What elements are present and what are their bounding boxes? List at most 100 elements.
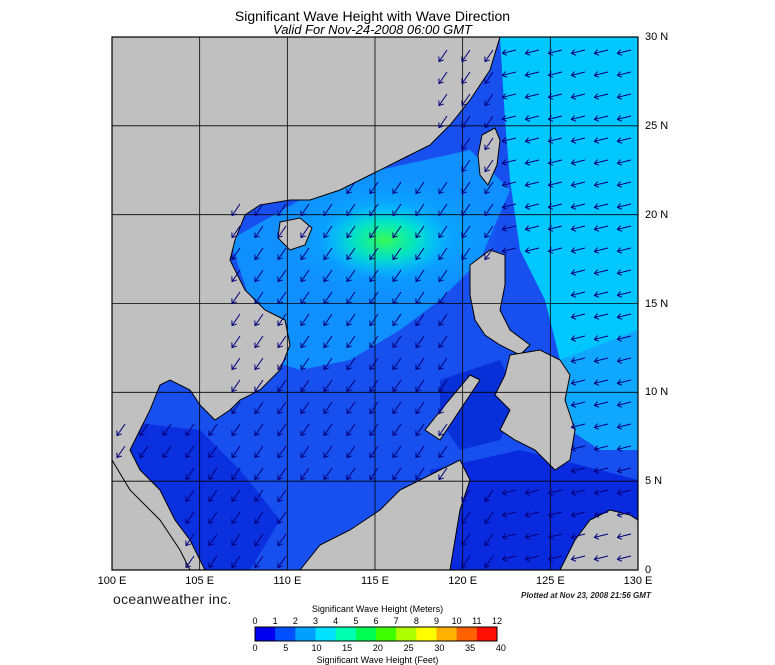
wave-direction-arrowhead	[484, 144, 490, 151]
wave-direction-arrow	[369, 357, 379, 370]
wave-direction-arrow	[594, 115, 609, 120]
wave-direction-arrow	[461, 159, 471, 172]
wave-direction-arrowhead	[277, 320, 283, 327]
wave-direction-arrowhead	[524, 203, 531, 210]
wave-direction-arrow	[369, 423, 379, 436]
wave-direction-arrow	[617, 423, 632, 428]
wave-direction-arrowhead	[415, 210, 421, 217]
wave-direction-arrowhead	[254, 320, 260, 327]
wave-direction-arrow	[277, 247, 287, 260]
wave-direction-arrowhead	[593, 489, 600, 496]
wave-direction-arrowhead	[438, 430, 444, 437]
wave-direction-arrow	[617, 247, 632, 252]
wave-direction-arrow	[525, 93, 540, 98]
wave-direction-arrowhead	[570, 489, 577, 496]
colorbar-swatch	[376, 627, 397, 641]
wave-direction-arrowhead	[438, 78, 444, 85]
wave-direction-arrow	[369, 269, 379, 282]
plotted-timestamp: Plotted at Nov 23, 2008 21:56 GMT	[521, 591, 651, 600]
wave-direction-arrow	[525, 159, 540, 164]
wave-direction-arrowhead	[547, 203, 554, 210]
wave-direction-arrowhead	[501, 181, 508, 188]
wave-direction-arrowhead	[501, 533, 508, 540]
wave-direction-arrow	[254, 335, 264, 348]
wave-direction-arrowhead	[392, 342, 398, 349]
wave-direction-arrowhead	[185, 474, 191, 481]
wave-direction-arrowhead	[461, 144, 467, 151]
wave-direction-arrow	[617, 203, 632, 208]
wave-direction-arrowhead	[300, 342, 306, 349]
wave-direction-arrow	[139, 445, 149, 458]
wave-direction-arrow	[323, 247, 333, 260]
wave-direction-arrow	[277, 555, 287, 568]
wave-direction-arrowhead	[616, 335, 623, 342]
colorbar-tick-meters: 5	[353, 616, 359, 626]
wave-direction-arrowhead	[415, 254, 421, 261]
wave-direction-arrowhead	[570, 71, 577, 78]
longitude-label: 120 E	[448, 575, 478, 587]
wave-direction-arrow	[484, 115, 494, 128]
wave-direction-arrow	[548, 555, 563, 560]
latitude-label: 30 N	[645, 31, 669, 43]
wave-direction-arrow	[277, 225, 287, 238]
wave-direction-arrow	[571, 225, 586, 230]
map-title: Significant Wave Height with Wave Direct…	[234, 8, 511, 24]
wave-direction-arrow	[571, 467, 586, 472]
wave-direction-arrow	[594, 49, 609, 54]
wave-direction-arrow	[208, 423, 218, 436]
wave-direction-arrowhead	[392, 452, 398, 459]
wave-direction-arrowhead	[593, 93, 600, 100]
wave-direction-arrowhead	[323, 474, 329, 481]
wave-direction-arrow	[594, 379, 609, 384]
wave-direction-arrow	[415, 247, 425, 260]
wave-direction-arrowhead	[438, 474, 444, 481]
wave-direction-arrow	[525, 115, 540, 120]
wave-direction-arrow	[277, 313, 287, 326]
wave-direction-arrowhead	[277, 408, 283, 415]
wave-direction-arrow	[617, 511, 632, 516]
wave-direction-arrow	[415, 445, 425, 458]
wave-direction-arrowhead	[392, 210, 398, 217]
wave-direction-arrow	[392, 357, 402, 370]
wave-direction-arrowhead	[300, 232, 306, 239]
wave-direction-arrowhead	[547, 247, 554, 254]
wave-direction-arrow	[438, 115, 448, 128]
wave-direction-arrowhead	[501, 159, 508, 166]
wave-direction-arrowhead	[369, 474, 375, 481]
wave-direction-arrow	[594, 269, 609, 274]
wave-direction-arrowhead	[616, 379, 623, 386]
wave-direction-arrow	[594, 357, 609, 362]
wave-direction-arrowhead	[438, 298, 444, 305]
wave-direction-arrow	[323, 225, 333, 238]
wave-direction-arrowhead	[593, 357, 600, 364]
wave-direction-arrow	[208, 533, 218, 546]
wave-direction-arrowhead	[369, 430, 375, 437]
wave-direction-arrow	[502, 93, 517, 98]
wave-direction-arrowhead	[300, 430, 306, 437]
wave-direction-arrowhead	[369, 188, 375, 195]
wave-direction-arrow	[415, 313, 425, 326]
wave-direction-arrow	[323, 401, 333, 414]
wave-direction-arrowhead	[570, 335, 577, 342]
wave-direction-arrowhead	[501, 49, 508, 56]
wave-direction-arrowhead	[461, 518, 467, 525]
wave-direction-arrow	[300, 269, 310, 282]
wave-direction-arrowhead	[415, 430, 421, 437]
wave-direction-arrowhead	[392, 254, 398, 261]
wave-direction-arrowhead	[231, 452, 237, 459]
colorbar-tick-meters: 8	[413, 616, 419, 626]
wave-direction-arrowhead	[277, 298, 283, 305]
wave-direction-arrowhead	[570, 181, 577, 188]
latitude-label: 20 N	[645, 208, 669, 221]
wave-direction-arrowhead	[415, 364, 421, 371]
wave-direction-arrowhead	[616, 247, 623, 254]
wave-direction-arrowhead	[415, 276, 421, 283]
wave-direction-arrow	[300, 423, 310, 436]
wave-direction-arrow	[346, 445, 356, 458]
wave-direction-arrow	[502, 247, 517, 252]
wave-direction-arrowhead	[501, 225, 508, 232]
longitude-label: 105 E	[185, 575, 215, 587]
wave-direction-arrowhead	[501, 247, 508, 254]
wave-direction-arrow	[254, 533, 264, 546]
colorbar-tick-meters: 1	[272, 616, 278, 626]
